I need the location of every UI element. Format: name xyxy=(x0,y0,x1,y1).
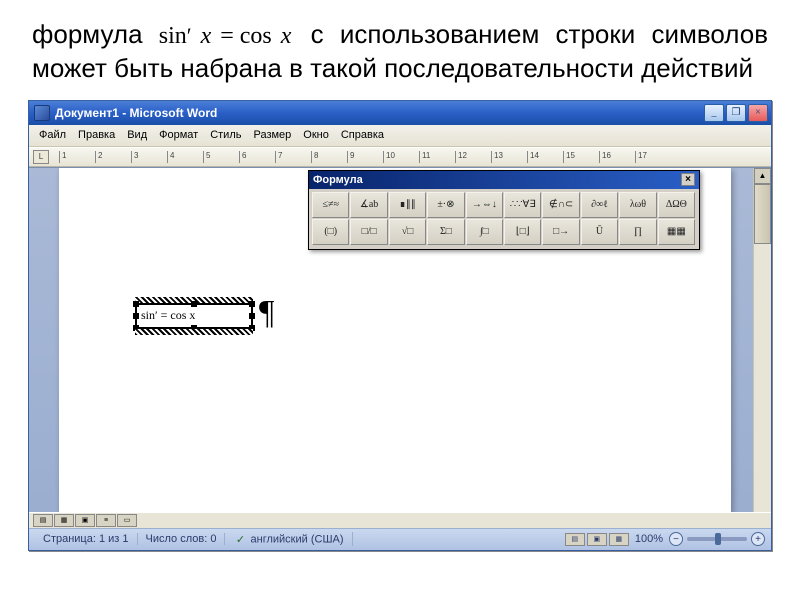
maximize-button[interactable]: ❐ xyxy=(726,104,746,122)
tb-greek-uc[interactable]: ΔΩΘ xyxy=(658,192,695,218)
close-button[interactable]: × xyxy=(748,104,768,122)
tb-labeled-arrow[interactable]: □→ xyxy=(542,219,579,245)
formula-toolbar[interactable]: Формула × ≤≠≈ ∡ab ∎∥∥ ±·⊗ →⇔↓ ∴∵∀∃ ∉∩⊂ ∂… xyxy=(308,170,700,250)
window-title: Документ1 - Microsoft Word xyxy=(55,106,704,120)
view-web[interactable]: ▦ xyxy=(54,514,74,527)
view-normal[interactable]: ▤ xyxy=(33,514,53,527)
minimize-button[interactable]: _ xyxy=(704,104,724,122)
tb-spaces[interactable]: ∡ab xyxy=(350,192,387,218)
toolbar-row-1: ≤≠≈ ∡ab ∎∥∥ ±·⊗ →⇔↓ ∴∵∀∃ ∉∩⊂ ∂∞ℓ λωθ ΔΩΘ xyxy=(312,192,696,218)
status-zoom[interactable]: 100% xyxy=(635,533,663,545)
scroll-thumb[interactable] xyxy=(754,184,771,244)
formula-toolbar-close[interactable]: × xyxy=(681,173,695,186)
inline-formula: sin′ x = cos x xyxy=(159,21,295,52)
zoom-control[interactable]: − + xyxy=(669,532,765,546)
zoom-slider[interactable] xyxy=(687,537,747,541)
toolbar-row-2: (□) □/□ √□ Σ□ ∫□ ⌊□⌋ □→ Ū ∏ ▦▦ xyxy=(312,219,696,245)
tb-set[interactable]: ∉∩⊂ xyxy=(542,192,579,218)
tb-products[interactable]: Ū xyxy=(581,219,618,245)
view-draft[interactable]: ▭ xyxy=(117,514,137,527)
menu-style[interactable]: Стиль xyxy=(204,127,247,143)
status-page[interactable]: Страница: 1 из 1 xyxy=(35,533,138,545)
equation-editor-object[interactable]: sin′ = cos x xyxy=(135,303,253,329)
status-view-1[interactable]: ▤ xyxy=(565,533,585,546)
tb-operators[interactable]: ±·⊗ xyxy=(427,192,464,218)
menu-size[interactable]: Размер xyxy=(247,127,297,143)
tb-fences[interactable]: (□) xyxy=(312,219,349,245)
statusbar: Страница: 1 из 1 Число слов: 0 ✓ английс… xyxy=(29,528,771,550)
tb-embellish[interactable]: ∎∥∥ xyxy=(389,192,426,218)
tb-subsup[interactable]: √□ xyxy=(389,219,426,245)
tb-matrices[interactable]: ∏ xyxy=(619,219,656,245)
equation-content: sin′ = cos x xyxy=(141,308,195,323)
menubar: Файл Правка Вид Формат Стиль Размер Окно… xyxy=(29,125,771,147)
document-page[interactable]: sin′ = cos x ¶ Формула × ≤≠≈ xyxy=(59,168,731,512)
formula-toolbar-title[interactable]: Формула × xyxy=(309,171,699,189)
word-icon xyxy=(34,105,50,121)
scroll-up-button[interactable]: ▲ xyxy=(754,168,771,184)
view-switcher: ▤ ▦ ▣ ≡ ▭ xyxy=(29,512,771,528)
tb-templates[interactable]: ▦▦ xyxy=(658,219,695,245)
intro-text-block: формула sin′ x = cos x с использованием … xyxy=(0,0,800,94)
intro-a: формула xyxy=(32,19,159,49)
status-words[interactable]: Число слов: 0 xyxy=(138,533,226,545)
tb-greek-lc[interactable]: λωθ xyxy=(619,192,656,218)
tb-overbar[interactable]: ⌊□⌋ xyxy=(504,219,541,245)
tb-sum[interactable]: Σ□ xyxy=(427,219,464,245)
zoom-out-button[interactable]: − xyxy=(669,532,683,546)
menu-edit[interactable]: Правка xyxy=(72,127,121,143)
menu-view[interactable]: Вид xyxy=(121,127,153,143)
titlebar[interactable]: Документ1 - Microsoft Word _ ❐ × xyxy=(29,101,771,125)
word-window: Документ1 - Microsoft Word _ ❐ × Файл Пр… xyxy=(28,100,772,551)
menu-file[interactable]: Файл xyxy=(33,127,72,143)
tb-fractions[interactable]: □/□ xyxy=(350,219,387,245)
tb-relational[interactable]: ≤≠≈ xyxy=(312,192,349,218)
tb-logic[interactable]: ∴∵∀∃ xyxy=(504,192,541,218)
zoom-in-button[interactable]: + xyxy=(751,532,765,546)
tb-misc[interactable]: ∂∞ℓ xyxy=(581,192,618,218)
ruler-corner[interactable]: L xyxy=(33,150,49,164)
tb-integral[interactable]: ∫□ xyxy=(466,219,503,245)
paragraph-mark: ¶ xyxy=(259,294,274,332)
menu-help[interactable]: Справка xyxy=(335,127,390,143)
document-area[interactable]: sin′ = cos x ¶ Формула × ≤≠≈ xyxy=(29,167,771,512)
view-icons[interactable]: ▤ ▣ ▦ xyxy=(565,533,629,546)
status-lang[interactable]: ✓ английский (США) xyxy=(225,532,352,546)
status-view-3[interactable]: ▦ xyxy=(609,533,629,546)
menu-format[interactable]: Формат xyxy=(153,127,204,143)
vertical-scrollbar[interactable]: ▲ xyxy=(753,168,771,512)
tb-arrows[interactable]: →⇔↓ xyxy=(466,192,503,218)
check-icon: ✓ xyxy=(233,532,247,546)
ruler[interactable]: L 1 2 3 4 5 6 7 8 9 10 11 12 13 14 15 16… xyxy=(29,147,771,167)
view-print[interactable]: ▣ xyxy=(75,514,95,527)
window-buttons: _ ❐ × xyxy=(704,104,768,122)
status-view-2[interactable]: ▣ xyxy=(587,533,607,546)
menu-window[interactable]: Окно xyxy=(297,127,335,143)
view-outline[interactable]: ≡ xyxy=(96,514,116,527)
